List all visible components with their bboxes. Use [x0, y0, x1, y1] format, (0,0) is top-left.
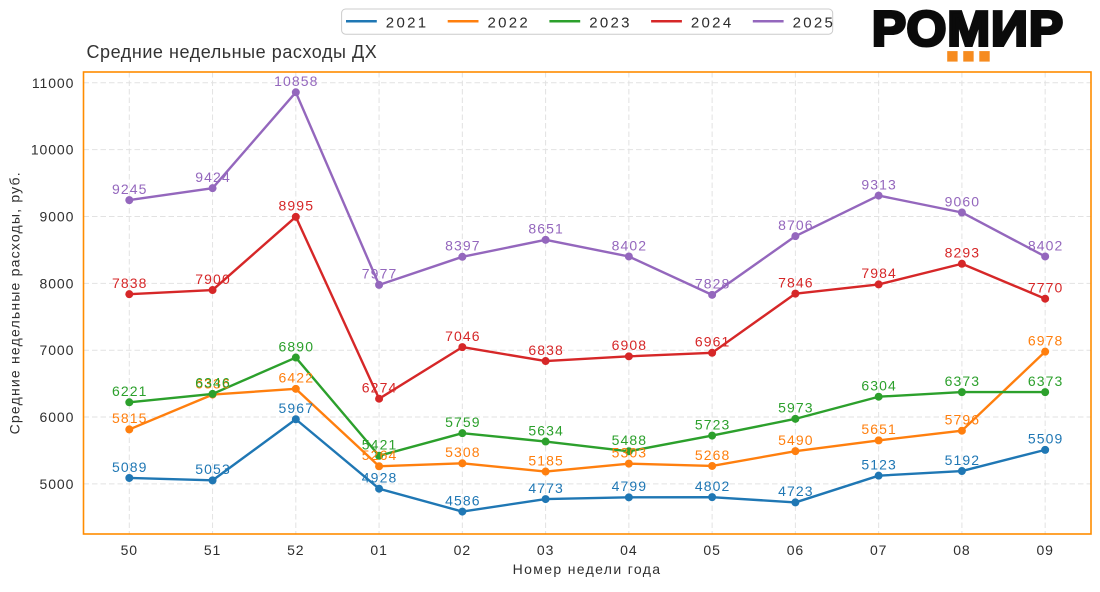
svg-text:5303: 5303 — [612, 444, 648, 460]
svg-text:7984: 7984 — [861, 265, 897, 281]
svg-text:01: 01 — [370, 542, 387, 558]
svg-text:6346: 6346 — [195, 375, 231, 391]
svg-text:РОМИР: РОМИР — [872, 0, 1064, 56]
svg-text:52: 52 — [287, 542, 304, 558]
svg-text:7977: 7977 — [362, 266, 398, 282]
svg-text:09: 09 — [1036, 542, 1053, 558]
svg-text:2022: 2022 — [488, 15, 531, 32]
svg-text:7828: 7828 — [695, 276, 731, 292]
svg-text:5000: 5000 — [40, 476, 75, 492]
svg-text:8402: 8402 — [1028, 237, 1064, 253]
svg-text:5509: 5509 — [1028, 431, 1064, 447]
svg-text:5264: 5264 — [362, 447, 398, 463]
svg-text:4928: 4928 — [362, 470, 398, 486]
svg-text:9313: 9313 — [861, 176, 897, 192]
svg-text:6961: 6961 — [695, 334, 731, 350]
svg-text:5634: 5634 — [528, 422, 564, 438]
svg-text:9000: 9000 — [40, 209, 75, 225]
svg-text:2023: 2023 — [589, 15, 632, 32]
svg-text:5490: 5490 — [778, 432, 814, 448]
svg-text:5192: 5192 — [945, 452, 981, 468]
svg-text:4799: 4799 — [612, 478, 648, 494]
svg-text:2024: 2024 — [691, 15, 734, 32]
svg-text:9424: 9424 — [195, 169, 231, 185]
svg-text:6336: 6336 — [195, 375, 231, 391]
svg-text:5796: 5796 — [945, 411, 981, 427]
svg-text:9060: 9060 — [945, 193, 981, 209]
svg-text:10000: 10000 — [31, 142, 74, 158]
svg-text:5185: 5185 — [528, 452, 564, 468]
svg-text:6274: 6274 — [362, 380, 398, 396]
svg-text:5421: 5421 — [362, 437, 398, 453]
svg-text:6908: 6908 — [612, 337, 648, 353]
svg-text:06: 06 — [787, 542, 804, 558]
svg-text:5815: 5815 — [112, 410, 148, 426]
svg-text:6221: 6221 — [112, 383, 148, 399]
svg-text:8397: 8397 — [445, 238, 481, 254]
svg-text:6422: 6422 — [279, 370, 315, 386]
svg-text:02: 02 — [454, 542, 471, 558]
svg-text:9245: 9245 — [112, 181, 148, 197]
svg-text:5651: 5651 — [861, 421, 897, 437]
svg-text:5089: 5089 — [112, 459, 148, 475]
svg-text:6978: 6978 — [1028, 332, 1064, 348]
svg-text:8995: 8995 — [279, 198, 315, 214]
svg-text:Средние недельные расходы, руб: Средние недельные расходы, руб. — [7, 171, 23, 434]
svg-text:03: 03 — [537, 542, 554, 558]
svg-text:8293: 8293 — [945, 245, 981, 261]
svg-text:4723: 4723 — [778, 483, 814, 499]
svg-text:5123: 5123 — [861, 456, 897, 472]
svg-text:5268: 5268 — [695, 447, 731, 463]
svg-text:5488: 5488 — [612, 432, 648, 448]
svg-text:2025: 2025 — [793, 15, 836, 32]
svg-text:6373: 6373 — [945, 373, 981, 389]
svg-text:07: 07 — [870, 542, 887, 558]
svg-text:5053: 5053 — [195, 461, 231, 477]
svg-text:2021: 2021 — [386, 15, 429, 32]
svg-text:50: 50 — [121, 542, 138, 558]
svg-text:7900: 7900 — [195, 271, 231, 287]
svg-text:7046: 7046 — [445, 328, 481, 344]
svg-text:Номер недели года: Номер недели года — [513, 561, 662, 577]
svg-text:8402: 8402 — [612, 237, 648, 253]
svg-text:08: 08 — [953, 542, 970, 558]
svg-text:6373: 6373 — [1028, 373, 1064, 389]
svg-text:7846: 7846 — [778, 274, 814, 290]
svg-text:04: 04 — [620, 542, 637, 558]
svg-text:4773: 4773 — [528, 480, 564, 496]
svg-text:6890: 6890 — [279, 338, 315, 354]
svg-text:6000: 6000 — [40, 409, 75, 425]
svg-text:10858: 10858 — [274, 73, 318, 89]
svg-text:51: 51 — [204, 542, 221, 558]
svg-text:7770: 7770 — [1028, 280, 1064, 296]
svg-text:4586: 4586 — [445, 492, 481, 508]
svg-text:05: 05 — [703, 542, 720, 558]
svg-text:5723: 5723 — [695, 416, 731, 432]
svg-text:6838: 6838 — [528, 342, 564, 358]
svg-text:8706: 8706 — [778, 217, 814, 233]
svg-text:Средние недельные расходы ДХ: Средние недельные расходы ДХ — [87, 42, 378, 62]
svg-text:11000: 11000 — [32, 75, 74, 91]
svg-text:8000: 8000 — [40, 275, 75, 291]
svg-text:5973: 5973 — [778, 400, 814, 416]
svg-text:7838: 7838 — [112, 275, 148, 291]
svg-text:7000: 7000 — [40, 342, 75, 358]
svg-text:8651: 8651 — [528, 221, 564, 237]
svg-text:5967: 5967 — [279, 400, 315, 416]
svg-text:5759: 5759 — [445, 414, 481, 430]
svg-text:6304: 6304 — [861, 378, 897, 394]
svg-text:4802: 4802 — [695, 478, 731, 494]
svg-text:5308: 5308 — [445, 444, 481, 460]
